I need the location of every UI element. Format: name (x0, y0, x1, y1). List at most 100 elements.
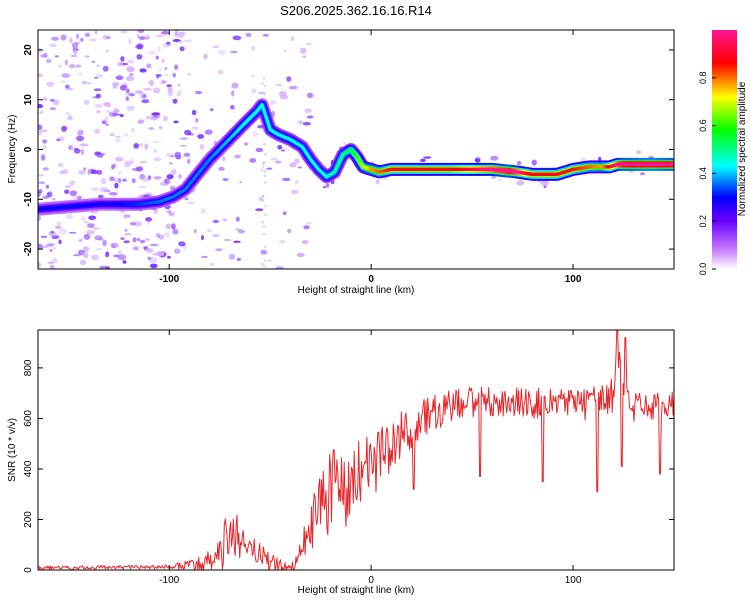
noise-speckle (199, 143, 205, 150)
spectrogram-xtick-label: 0 (368, 274, 374, 285)
noise-speckle (180, 137, 189, 140)
noise-speckle (239, 180, 243, 184)
noise-speckle (290, 36, 295, 41)
noise-speckle (93, 76, 99, 79)
noise-speckle (124, 160, 131, 168)
noise-speckle (172, 228, 179, 235)
noise-speckle (172, 73, 176, 78)
noise-speckle (280, 149, 286, 152)
noise-speckle (161, 30, 170, 35)
noise-speckle (45, 184, 50, 189)
noise-speckle (187, 158, 191, 165)
noise-speckle (64, 185, 72, 188)
noise-speckle (474, 157, 481, 163)
snr-frame (37, 329, 675, 571)
noise-speckle (40, 235, 48, 238)
noise-speckle (120, 30, 128, 34)
noise-speckle (83, 99, 90, 105)
noise-speckle (79, 143, 89, 147)
noise-speckle (195, 117, 199, 123)
noise-speckle (81, 80, 88, 85)
noise-speckle (38, 111, 43, 114)
noise-speckle (237, 229, 246, 234)
noise-speckle (117, 250, 122, 255)
noise-speckle (46, 192, 50, 197)
noise-speckle (39, 109, 44, 114)
noise-speckle (38, 181, 46, 185)
noise-speckle (150, 208, 156, 211)
noise-speckle (231, 90, 235, 97)
noise-speckle (152, 140, 162, 144)
noise-speckle (117, 170, 122, 175)
noise-speckle (87, 223, 95, 229)
streak-speckle (263, 245, 267, 248)
noise-speckle (157, 46, 161, 52)
noise-speckle (114, 182, 119, 189)
noise-speckle (229, 50, 238, 54)
noise-speckle (217, 49, 226, 56)
noise-speckle (119, 113, 124, 118)
noise-speckle (80, 148, 84, 156)
noise-speckle (38, 191, 41, 198)
streak-speckle (262, 232, 266, 236)
spectral-ridge (38, 98, 674, 216)
noise-speckle (283, 49, 288, 53)
colorbar-tick-label: 0.2 (698, 215, 708, 228)
noise-speckle (49, 264, 55, 269)
noise-speckle (143, 87, 152, 91)
noise-speckle (113, 254, 120, 258)
noise-speckle (133, 143, 139, 149)
noise-speckle (40, 154, 46, 161)
noise-speckle (38, 262, 41, 268)
noise-speckle (71, 42, 79, 49)
noise-speckle (49, 99, 55, 102)
noise-speckle (187, 201, 195, 205)
colorbar-tick-label: 0.4 (698, 167, 708, 180)
noise-speckle (209, 108, 214, 112)
noise-speckle (184, 39, 193, 43)
noise-speckle (211, 234, 220, 238)
noise-speckle (137, 194, 142, 200)
noise-speckle (46, 244, 54, 248)
streak-speckle (263, 85, 266, 88)
spectrogram-ytick-label: -20 (23, 241, 34, 256)
noise-speckle (306, 92, 314, 99)
noise-speckle (275, 83, 282, 87)
noise-speckle (99, 265, 108, 269)
noise-speckle (250, 45, 256, 51)
noise-speckle (218, 166, 225, 171)
noise-speckle (87, 171, 91, 176)
noise-speckle (161, 81, 166, 84)
streak-speckle (261, 82, 264, 85)
noise-speckle (375, 179, 380, 185)
noise-speckle (111, 113, 120, 116)
noise-speckle (91, 254, 100, 261)
noise-speckle (117, 254, 127, 261)
snr-xtick-label: -100 (159, 575, 179, 586)
noise-speckle (153, 157, 162, 162)
spectrogram-xlabel: Height of straight line (km) (298, 285, 415, 296)
streak-speckle (264, 153, 267, 156)
streak-speckle (260, 263, 264, 266)
noise-speckle (516, 180, 525, 186)
noise-speckle (282, 211, 287, 216)
noise-speckle (166, 209, 172, 214)
noise-speckle (66, 214, 74, 220)
noise-speckle (543, 185, 547, 189)
streak-speckle (263, 259, 266, 262)
streak-speckle (261, 221, 264, 224)
noise-speckle (49, 107, 57, 111)
noise-speckle (114, 135, 122, 138)
noise-speckle (144, 238, 150, 241)
noise-speckle (127, 59, 135, 64)
noise-speckle (61, 125, 68, 132)
noise-speckle (129, 221, 137, 226)
noise-speckle (72, 194, 77, 200)
streak-speckle (262, 161, 266, 164)
noise-speckle (232, 35, 242, 41)
noise-speckle (114, 109, 121, 113)
noise-speckle (38, 103, 44, 109)
noise-speckle (184, 129, 192, 136)
noise-speckle (148, 79, 154, 86)
